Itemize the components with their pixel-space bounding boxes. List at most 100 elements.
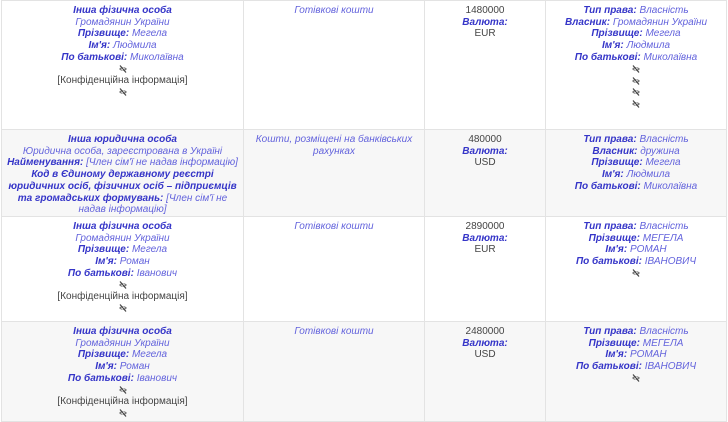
asset-type-cell: Готівкові кошти <box>243 320 425 422</box>
info-line: Прізвище: Мегела <box>5 244 240 256</box>
amount-cell: 2890000 Валюта: EUR <box>424 215 546 322</box>
field-value: Юридична особа, зареєстрована в Україні <box>22 145 223 157</box>
field-label: Тип права: <box>583 5 637 16</box>
plain-text: 2480000 <box>465 325 505 337</box>
info-line: Інша фізична особа <box>5 326 240 338</box>
field-value: РОМАН <box>629 349 667 361</box>
field-label: Тип права: <box>583 325 637 337</box>
info-line: Прізвище: МЕГЕЛА <box>549 338 723 350</box>
info-line: По батькові: Іванович <box>5 373 240 385</box>
eye-slash-icon[interactable] <box>631 268 641 278</box>
info-line: Готівкові кошти <box>247 221 421 233</box>
info-line: Прізвище: МЕГЕЛА <box>549 233 723 245</box>
field-value: Роман <box>119 256 150 268</box>
eye-slash-icon[interactable] <box>118 64 128 74</box>
info-line: [Конфіденційна інформація] <box>5 396 240 408</box>
info-line: По батькові: Миколаївна <box>5 52 240 64</box>
info-line <box>5 408 240 420</box>
field-value: Мегела <box>645 28 681 40</box>
info-line: Готівкові кошти <box>247 5 421 17</box>
owner-cell: Тип права: Власність Власник: Громадянин … <box>545 0 727 130</box>
info-line: EUR <box>428 244 542 256</box>
field-label: Найменування: <box>7 157 84 169</box>
plain-text: [Конфіденційна інформація] <box>57 396 188 408</box>
eye-slash-icon[interactable] <box>631 64 641 74</box>
person-cell: Інша фізична особа Громадянин України Пріз… <box>1 215 244 322</box>
plain-text: [Конфіденційна інформація] <box>57 291 188 303</box>
info-line: Прізвище: Мегела <box>549 28 723 40</box>
field-label: Інша фізична особа <box>73 220 172 232</box>
info-line: Інша юридична особа <box>5 134 240 146</box>
info-line: Кошти, розміщені на банківських рахунках <box>247 134 421 157</box>
eye-slash-icon[interactable] <box>118 87 128 97</box>
info-line: Ім'я: Людмила <box>549 169 723 181</box>
owner-cell: Тип права: Власність Прізвище: МЕГЕЛА Ім'я… <box>545 320 727 422</box>
info-line: Юридична особа, зареєстрована в Україні <box>5 146 240 158</box>
eye-slash-icon[interactable] <box>118 280 128 290</box>
owner-cell: Тип права: Власність Прізвище: МЕГЕЛА Ім'я… <box>545 215 727 322</box>
eye-slash-icon[interactable] <box>631 99 641 109</box>
field-label: Власник: <box>564 16 611 28</box>
eye-slash-icon[interactable] <box>118 408 128 418</box>
info-line: Ім'я: РОМАН <box>549 244 723 256</box>
field-label: Ім'я: <box>95 361 117 373</box>
info-line <box>5 384 240 396</box>
asset-type-cell: Готівкові кошти <box>243 215 425 322</box>
info-line: 1480000 <box>428 5 542 17</box>
eye-slash-icon[interactable] <box>118 385 128 395</box>
eye-slash-icon[interactable] <box>631 373 641 383</box>
field-value: Громадянин України <box>75 337 170 349</box>
field-label: Ім'я: <box>605 244 628 256</box>
person-cell: Інша фізична особа Громадянин України Пріз… <box>1 0 244 130</box>
field-value: Миколаївна <box>643 180 698 192</box>
field-value: Готівкові кошти <box>294 5 374 16</box>
field-label: Інша фізична особа <box>73 5 172 16</box>
info-line: Ім'я: Людмила <box>549 40 723 52</box>
eye-slash-icon[interactable] <box>118 303 128 313</box>
info-line: Прізвище: Мегела <box>5 28 240 40</box>
field-value: Людмила <box>626 169 671 181</box>
info-line: Інша фізична особа <box>5 5 240 17</box>
field-value: Кошти, розміщені на банківських рахунках <box>255 134 413 157</box>
table-row: Інша фізична особа Громадянин України Пріз… <box>1 320 727 422</box>
info-line: По батькові: ІВАНОВИЧ <box>549 361 723 373</box>
eye-slash-icon[interactable] <box>631 76 641 86</box>
plain-text: EUR <box>474 28 496 40</box>
field-label: Інша юридична особа <box>68 134 177 145</box>
info-line: Власник: дружина <box>549 146 723 158</box>
field-value: Громадянин України <box>75 232 170 244</box>
info-line <box>549 87 723 99</box>
info-line <box>5 279 240 291</box>
info-line: EUR <box>428 28 542 40</box>
table-row: Інша юридична особа Юридична особа, зареє… <box>1 129 727 217</box>
info-line: Власник: Громадянин України <box>549 17 723 29</box>
info-line <box>549 64 723 76</box>
field-label: Валюта: <box>462 337 508 349</box>
info-line: Ім'я: Людмила <box>5 40 240 52</box>
field-label: По батькові: <box>67 267 134 279</box>
field-value: Готівкові кошти <box>294 220 374 232</box>
field-value: МЕГЕЛА <box>642 232 684 244</box>
field-label: Валюта: <box>462 16 508 28</box>
field-label: Ім'я: <box>95 256 117 268</box>
owner-cell: Тип права: Власність Власник: дружина Пріз… <box>545 129 727 217</box>
info-line <box>549 75 723 87</box>
info-line: Громадянин України <box>5 338 240 350</box>
info-line: По батькові: Іванович <box>5 268 240 280</box>
field-label: По батькові: <box>574 180 641 192</box>
eye-slash-icon[interactable] <box>631 87 641 97</box>
info-line: Ім'я: Роман <box>5 256 240 268</box>
field-value: Громадянин України <box>75 16 170 28</box>
field-label: Тип права: <box>583 220 637 232</box>
info-line: Ім'я: РОМАН <box>549 349 723 361</box>
field-value: МЕГЕЛА <box>642 337 684 349</box>
info-line: По батькові: ІВАНОВИЧ <box>549 256 723 268</box>
field-value: Миколаївна <box>130 51 184 63</box>
asset-type-cell: Кошти, розміщені на банківських рахунках <box>243 129 425 217</box>
info-line: Код в Єдиному державному реєстрі юридичн… <box>5 169 240 216</box>
info-line <box>5 87 240 99</box>
field-value: [Член сім'ї не надав інформацію] <box>86 157 238 169</box>
info-line: Громадянин України <box>5 17 240 29</box>
field-label: Прізвище: <box>77 28 130 40</box>
field-label: Валюта: <box>462 232 508 244</box>
